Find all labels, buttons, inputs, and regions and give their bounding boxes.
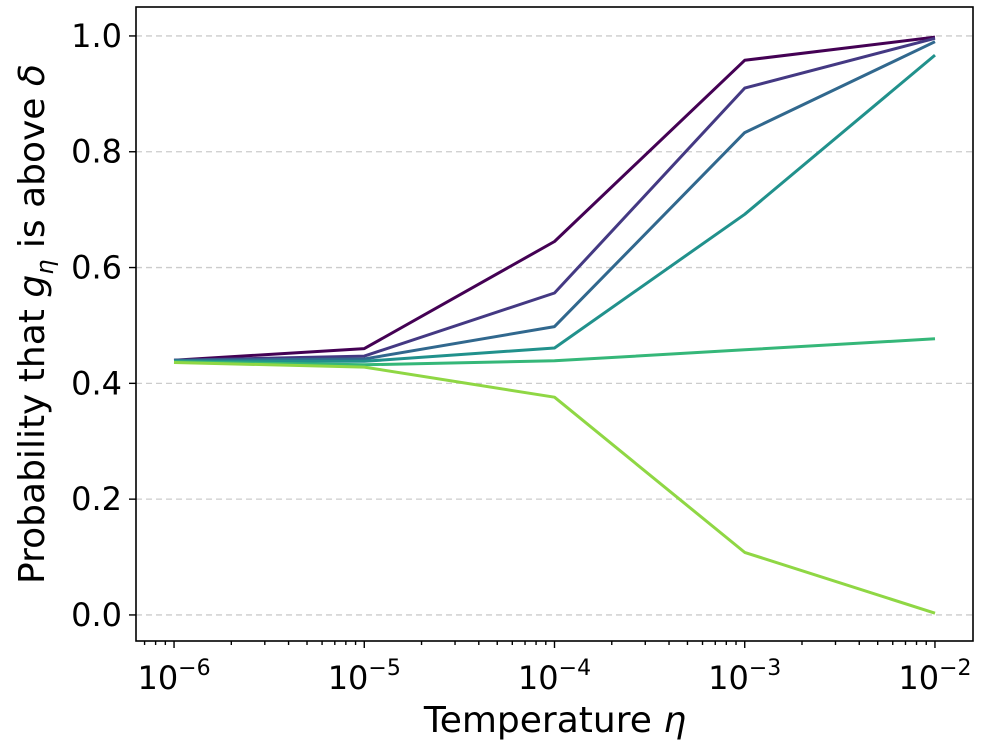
series-line	[173, 361, 936, 615]
y-tick-label: 0.2	[71, 480, 122, 518]
series-line	[173, 36, 936, 362]
y-tick-label: 0.4	[71, 364, 122, 402]
y-tick-label: 0.8	[71, 133, 122, 171]
series-line	[173, 40, 936, 362]
series-line	[173, 35, 936, 362]
x-axis-label: Temperature η	[423, 700, 686, 741]
y-axis-label: Probability that gη is above δ	[12, 64, 59, 584]
x-tick-label: 10−2	[898, 656, 971, 697]
y-tick-label: 1.0	[71, 17, 122, 55]
x-tick-label: 10−3	[708, 656, 781, 697]
series-line	[173, 337, 936, 367]
y-axis-ticks: 0.0 0.2 0.4 0.6 0.8 1.0	[71, 17, 136, 634]
x-tick-label: 10−6	[137, 656, 210, 697]
x-tick-label: 10−4	[518, 656, 591, 697]
x-tick-label: 10−5	[328, 656, 401, 697]
series-lines	[173, 35, 936, 615]
x-axis-ticks: 10−6 10−5 10−4 10−3 10−2	[137, 641, 972, 697]
y-tick-label: 0.6	[71, 249, 122, 287]
plot-frame	[135, 6, 974, 642]
y-tick-label: 0.0	[71, 596, 122, 634]
series-line	[174, 53, 936, 363]
